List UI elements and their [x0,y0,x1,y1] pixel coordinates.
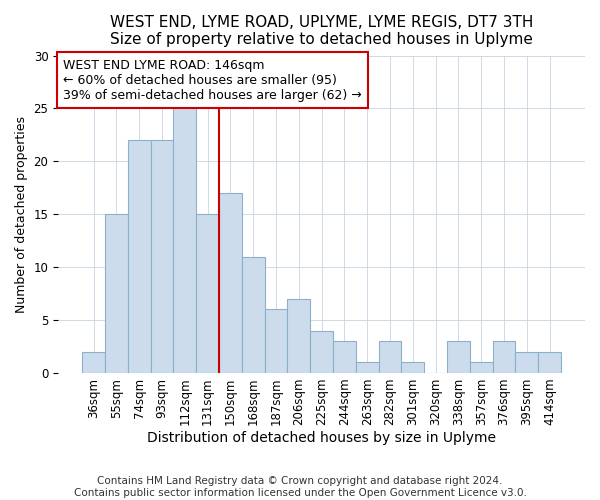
Bar [538,352,561,373]
Bar [196,214,219,373]
Bar [105,214,128,373]
Bar [515,352,538,373]
Bar [401,362,424,373]
Bar [219,193,242,373]
Bar [447,341,470,373]
Bar [82,352,105,373]
Bar [265,310,287,373]
Text: WEST END LYME ROAD: 146sqm
← 60% of detached houses are smaller (95)
39% of semi: WEST END LYME ROAD: 146sqm ← 60% of deta… [64,58,362,102]
Bar [173,108,196,373]
Text: Contains HM Land Registry data © Crown copyright and database right 2024.
Contai: Contains HM Land Registry data © Crown c… [74,476,526,498]
Bar [379,341,401,373]
Title: WEST END, LYME ROAD, UPLYME, LYME REGIS, DT7 3TH
Size of property relative to de: WEST END, LYME ROAD, UPLYME, LYME REGIS,… [110,15,533,48]
X-axis label: Distribution of detached houses by size in Uplyme: Distribution of detached houses by size … [147,431,496,445]
Bar [470,362,493,373]
Bar [310,330,333,373]
Bar [242,256,265,373]
Bar [333,341,356,373]
Bar [493,341,515,373]
Bar [151,140,173,373]
Bar [287,299,310,373]
Y-axis label: Number of detached properties: Number of detached properties [15,116,28,312]
Bar [128,140,151,373]
Bar [356,362,379,373]
